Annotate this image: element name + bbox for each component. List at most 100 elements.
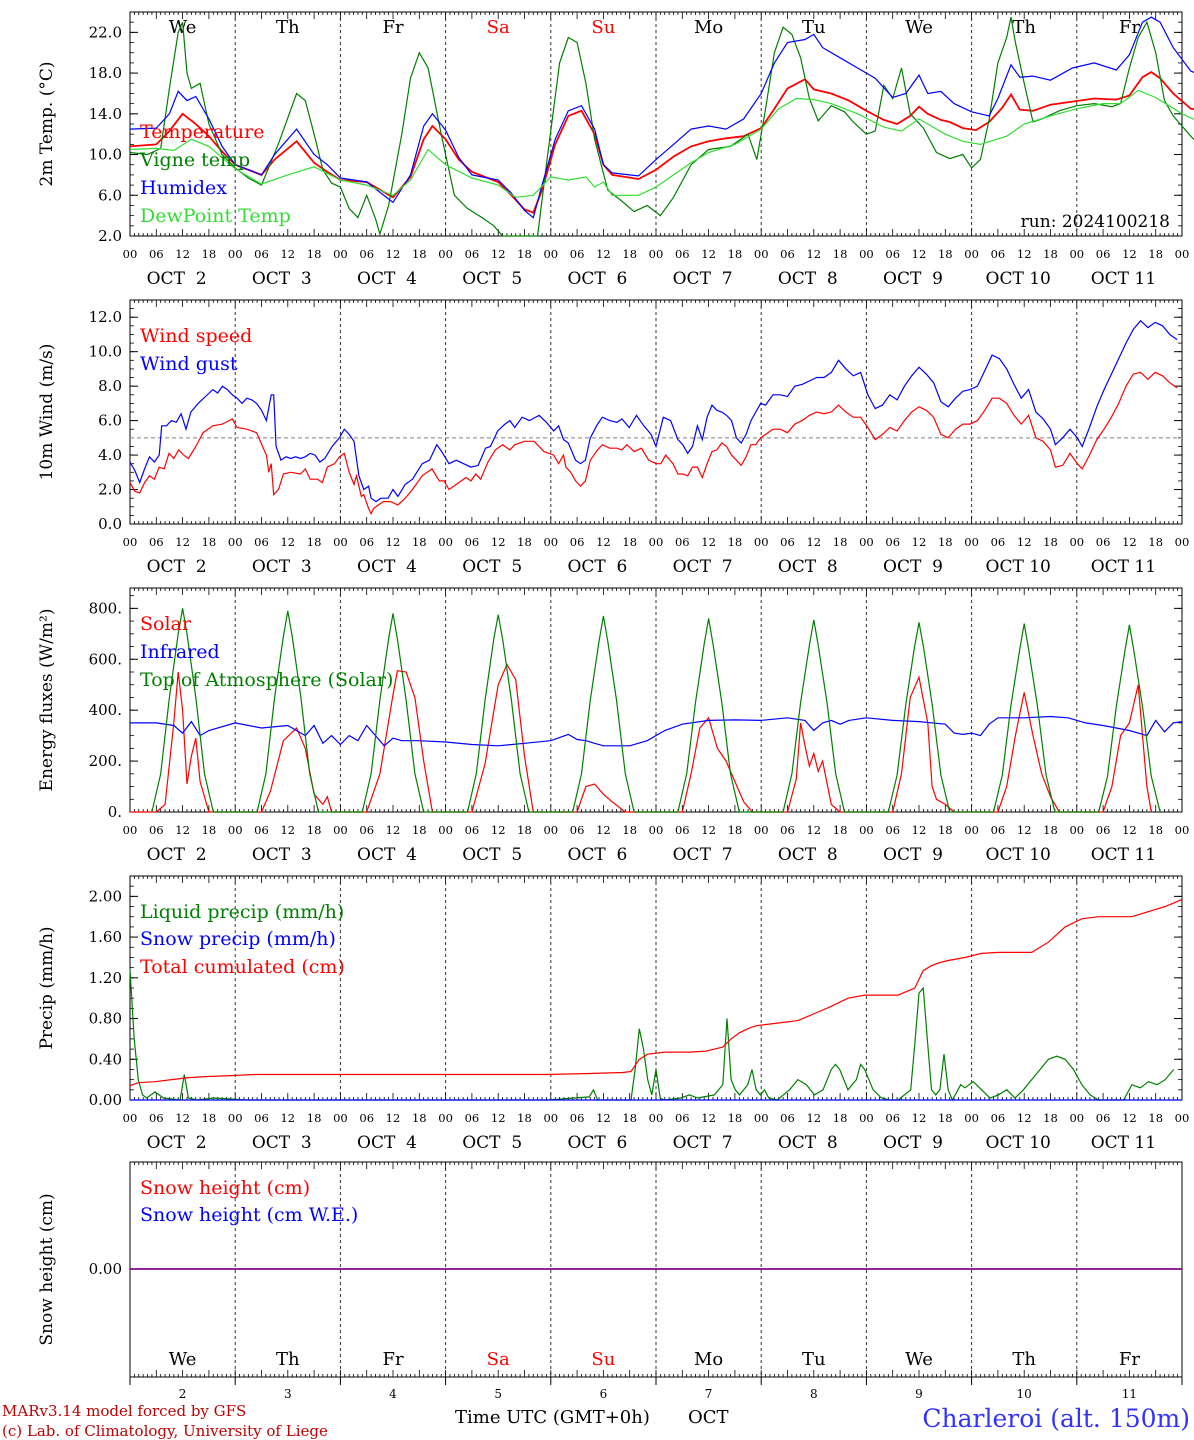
day-of-week-label: We bbox=[905, 17, 933, 38]
y-tick-label: 12.0 bbox=[89, 308, 122, 326]
hour-tick-label: 00 bbox=[649, 1111, 664, 1125]
hour-tick-label: 12 bbox=[386, 1111, 401, 1125]
day-of-week-label: Th bbox=[1012, 17, 1036, 38]
y-axis-label: 10m Wind (m/s) bbox=[37, 344, 57, 481]
hour-tick-label: 18 bbox=[1148, 1111, 1163, 1125]
hour-tick-label: 06 bbox=[675, 1111, 690, 1125]
hour-tick-label: 18 bbox=[412, 823, 427, 837]
legend-entry: Snow precip (mm/h) bbox=[140, 928, 336, 950]
y-tick-label: 1.60 bbox=[89, 928, 122, 946]
y-tick-label: 400. bbox=[89, 701, 122, 719]
legend-entry: Top of Atmosphere (Solar) bbox=[140, 669, 393, 691]
hour-tick-label: 06 bbox=[149, 247, 164, 261]
y-tick-label: 22.0 bbox=[89, 23, 122, 41]
hour-tick-label: 18 bbox=[728, 1111, 743, 1125]
series-line-dewpoint-temp bbox=[129, 89, 1194, 198]
date-label: OCT 4 bbox=[357, 1133, 417, 1153]
hour-tick-label: 06 bbox=[991, 535, 1006, 549]
y-tick-label: 200. bbox=[89, 752, 122, 770]
date-label: OCT 5 bbox=[462, 557, 522, 577]
hour-tick-label: 06 bbox=[359, 1111, 374, 1125]
date-label: OCT 11 bbox=[1091, 845, 1156, 865]
legend-entry: Snow height (cm W.E.) bbox=[140, 1204, 358, 1226]
hour-tick-label: 06 bbox=[1096, 1111, 1111, 1125]
hour-tick-label: 18 bbox=[202, 247, 217, 261]
y-tick-label: 0. bbox=[108, 803, 122, 821]
y-tick-label: 8.0 bbox=[98, 377, 122, 395]
date-label: OCT 6 bbox=[567, 1133, 627, 1153]
date-label: OCT 7 bbox=[673, 269, 733, 289]
hour-tick-label: 06 bbox=[991, 247, 1006, 261]
hour-tick-label: 12 bbox=[701, 823, 716, 837]
hour-tick-label: 06 bbox=[149, 535, 164, 549]
hour-tick-label: 18 bbox=[517, 247, 532, 261]
day-of-week-label: Su bbox=[591, 17, 615, 38]
hour-tick-label: 18 bbox=[1043, 535, 1058, 549]
hour-tick-label: 12 bbox=[701, 1111, 716, 1125]
hour-tick-label: 00 bbox=[859, 247, 874, 261]
hour-tick-label: 06 bbox=[885, 535, 900, 549]
date-label: OCT 5 bbox=[462, 845, 522, 865]
hour-tick-label: 12 bbox=[596, 823, 611, 837]
hour-tick-label: 00 bbox=[964, 1111, 979, 1125]
hour-tick-label: 00 bbox=[543, 823, 558, 837]
hour-tick-label: 06 bbox=[149, 1111, 164, 1125]
footer-lab-credit: (c) Lab. of Climatology, University of L… bbox=[2, 1422, 328, 1440]
day-of-week-label: Mo bbox=[694, 17, 723, 38]
hour-tick-label: 00 bbox=[438, 823, 453, 837]
hour-tick-label: 18 bbox=[412, 247, 427, 261]
date-label: OCT 3 bbox=[252, 845, 312, 865]
hour-tick-label: 18 bbox=[938, 1111, 953, 1125]
hour-tick-label: 00 bbox=[543, 535, 558, 549]
footer-model-credit: MARv3.14 model forced by GFS bbox=[2, 1402, 246, 1420]
y-axis-label: Precip (mm/h) bbox=[37, 926, 57, 1049]
legend-entry: Humidex bbox=[140, 177, 227, 199]
hour-tick-label: 00 bbox=[1069, 247, 1084, 261]
hour-tick-label: 18 bbox=[728, 535, 743, 549]
hour-tick-label: 18 bbox=[202, 1111, 217, 1125]
hour-tick-label: 18 bbox=[1043, 823, 1058, 837]
hour-tick-label: 06 bbox=[780, 247, 795, 261]
legend-entry: Snow height (cm) bbox=[140, 1177, 310, 1199]
hour-tick-label: 12 bbox=[912, 535, 927, 549]
hour-tick-label: 18 bbox=[412, 1111, 427, 1125]
hour-tick-label: 00 bbox=[964, 247, 979, 261]
hour-tick-label: 12 bbox=[1017, 823, 1032, 837]
hour-tick-label: 12 bbox=[491, 535, 506, 549]
day-number-label: 5 bbox=[494, 1387, 502, 1401]
hour-tick-label: 18 bbox=[307, 823, 322, 837]
hour-tick-label: 18 bbox=[728, 247, 743, 261]
series-line-top-of-atmosphere-solar- bbox=[151, 608, 1161, 813]
hour-tick-label: 12 bbox=[1122, 1111, 1137, 1125]
day-of-week-label: Sa bbox=[487, 1349, 510, 1370]
date-label: OCT 4 bbox=[357, 845, 417, 865]
hour-tick-label: 00 bbox=[859, 1111, 874, 1125]
hour-tick-label: 12 bbox=[1017, 247, 1032, 261]
hour-tick-label: 12 bbox=[280, 823, 295, 837]
hour-tick-label: 12 bbox=[1122, 535, 1137, 549]
hour-tick-label: 06 bbox=[465, 247, 480, 261]
hour-tick-label: 12 bbox=[280, 247, 295, 261]
day-of-week-label: Tu bbox=[802, 1349, 826, 1370]
hour-tick-label: 12 bbox=[596, 1111, 611, 1125]
hour-tick-label: 12 bbox=[280, 535, 295, 549]
hour-tick-label: 18 bbox=[1148, 247, 1163, 261]
day-number-label: 6 bbox=[600, 1387, 608, 1401]
hour-tick-label: 00 bbox=[649, 823, 664, 837]
legend-entry: Liquid precip (mm/h) bbox=[140, 901, 344, 923]
date-label: OCT 11 bbox=[1091, 1133, 1156, 1153]
y-tick-label: 6.0 bbox=[98, 412, 122, 430]
day-of-week-label: We bbox=[169, 1349, 197, 1370]
y-tick-label: 0.40 bbox=[89, 1050, 122, 1068]
day-number-label: 10 bbox=[1017, 1387, 1032, 1401]
y-tick-label: 10.0 bbox=[89, 343, 122, 361]
series-line-wind-speed bbox=[129, 371, 1178, 516]
hour-tick-label: 12 bbox=[491, 823, 506, 837]
date-label: OCT 8 bbox=[778, 269, 838, 289]
day-of-week-label: Fr bbox=[382, 17, 403, 38]
day-number-label: 8 bbox=[810, 1387, 818, 1401]
date-label: OCT 10 bbox=[986, 845, 1051, 865]
date-label: OCT 5 bbox=[462, 269, 522, 289]
hour-tick-label: 12 bbox=[596, 247, 611, 261]
hour-tick-label: 12 bbox=[175, 823, 190, 837]
